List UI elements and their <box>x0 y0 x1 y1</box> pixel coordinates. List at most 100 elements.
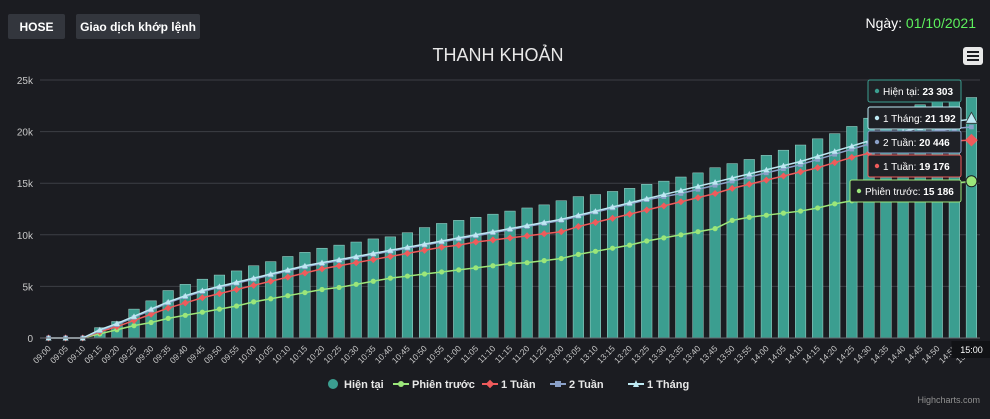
marker-phien-truoc <box>507 261 513 267</box>
tooltip-dot <box>874 115 880 121</box>
x-tick-label: 09:45 <box>185 343 207 365</box>
marker-phien-truoc <box>627 242 633 248</box>
marker-1-tuan <box>489 236 497 244</box>
marker-1-thang <box>148 306 155 312</box>
marker-phien-truoc <box>678 232 684 238</box>
marker-2-tuan <box>849 146 855 152</box>
marker-1-tuan <box>831 159 839 167</box>
marker-1-tuan <box>164 304 172 312</box>
marker-1-tuan <box>591 218 599 226</box>
marker-2-tuan <box>712 182 718 188</box>
x-tick-label: 11:00 <box>441 343 463 365</box>
marker-1-thang <box>233 279 240 285</box>
marker-1-thang <box>131 313 137 319</box>
marker-phien-truoc <box>182 312 188 318</box>
marker-1-thang <box>660 191 667 198</box>
marker-1-tuan <box>779 172 787 180</box>
marker-1-thang <box>729 175 736 181</box>
tooltip-dot <box>856 188 862 194</box>
bar-hien-tai <box>589 194 602 339</box>
marker-1-thang <box>609 203 616 210</box>
marker-phien-truoc <box>165 315 171 321</box>
tooltip-text: 1 Tuần: 19 176 <box>883 161 950 173</box>
y-axis: 0 5k 10k 15k 20k 25k <box>17 76 34 345</box>
marker-1-thang <box>746 170 753 177</box>
marker-1-tuan <box>506 234 514 242</box>
date-display: Ngày: 01/10/2021 <box>865 15 976 31</box>
tooltip-dot <box>874 139 880 145</box>
marker-phien-truoc <box>131 323 137 329</box>
y-tick-label: 25k <box>17 76 34 87</box>
marker-phien-truoc <box>644 238 650 244</box>
marker-1-thang <box>455 234 462 241</box>
legend-item-2[interactable]: Phiên trước <box>393 379 475 391</box>
legend-item-4[interactable]: 2 Tuần <box>550 379 604 391</box>
x-tick-label: 14:45 <box>902 343 924 365</box>
marker-1-thang <box>524 222 531 229</box>
x-tick-label: 09:40 <box>168 343 190 365</box>
marker-phien-truoc <box>712 226 718 232</box>
marker-phien-truoc <box>524 260 530 266</box>
x-tick-label: 09:30 <box>133 343 155 365</box>
x-tick-label: 11:05 <box>459 343 481 365</box>
legend-item-1[interactable]: Hiện tại <box>328 379 384 391</box>
chart-title: THANH KHOẢN <box>432 44 563 65</box>
marker-1-tuan <box>609 214 617 222</box>
legend-symbol <box>328 379 338 389</box>
marker-1-tuan <box>421 246 429 254</box>
marker-phien-truoc <box>456 267 462 273</box>
marker-2-tuan <box>781 166 786 172</box>
bar-series-hien-tai <box>94 97 978 339</box>
x-tick-label: 10:25 <box>321 343 343 365</box>
x-tick-label: 14:20 <box>817 343 839 365</box>
marker-1-tuan <box>762 176 770 184</box>
marker-2-tuan <box>815 157 820 162</box>
x-tick-label: 14:50 <box>920 343 942 365</box>
marker-phien-truoc <box>285 293 291 299</box>
marker-phien-truoc <box>661 235 667 241</box>
x-tick-label: 10:35 <box>356 343 378 365</box>
marker-phien-truoc <box>319 286 325 293</box>
marker-2-tuan <box>798 162 803 167</box>
marker-phien-truoc <box>541 258 547 264</box>
marker-1-thang <box>96 326 103 333</box>
date-value: 01/10/2021 <box>905 15 976 31</box>
marker-1-thang <box>353 253 360 259</box>
marker-1-thang <box>677 187 684 193</box>
x-tick-label: 13:15 <box>595 343 617 365</box>
legend-item-3[interactable]: 1 Tuần <box>482 379 536 391</box>
x-tick-label: 13:00 <box>544 343 566 365</box>
marker-1-tuan <box>335 262 343 270</box>
menu-icon[interactable] <box>963 47 983 65</box>
marker-phien-truoc <box>763 212 769 218</box>
x-tick-label: 09:10 <box>65 343 87 365</box>
marker-1-thang <box>267 271 274 277</box>
x-tick-label: 11:20 <box>510 343 532 365</box>
marker-1-thang <box>507 225 513 232</box>
credits-link[interactable]: Highcharts.com <box>917 395 980 405</box>
legend-label: Hiện tại <box>344 379 384 391</box>
tooltip-4: 1 Tuần: 19 176 <box>867 154 962 178</box>
x-axis: 09:0009:0509:1009:1509:2009:2509:3009:35… <box>31 337 990 365</box>
marker-phien-truoc <box>746 214 752 220</box>
legend-item-5[interactable]: 1 Tháng <box>628 379 689 391</box>
hover-marker-1-thang <box>964 111 979 124</box>
x-tick-label: 13:25 <box>629 343 651 365</box>
crosshair-label: 15:00 <box>960 345 983 355</box>
marker-phien-truoc <box>353 281 359 287</box>
marker-1-thang <box>763 166 770 173</box>
x-tick-label: 09:15 <box>82 343 104 365</box>
legend-symbol <box>398 381 404 387</box>
marker-1-thang <box>438 237 445 244</box>
date-label: Ngày: <box>865 15 903 31</box>
marker-phien-truoc <box>216 306 223 312</box>
marker-phien-truoc <box>251 299 257 305</box>
marker-1-tuan <box>711 189 719 198</box>
hose-button[interactable]: HOSE <box>8 14 65 39</box>
marker-1-thang <box>848 143 855 149</box>
marker-1-thang <box>319 259 325 266</box>
marker-phien-truoc <box>797 208 804 214</box>
matched-trading-button[interactable]: Giao dịch khớp lệnh <box>76 14 200 39</box>
x-tick-label: 09:25 <box>116 343 138 365</box>
